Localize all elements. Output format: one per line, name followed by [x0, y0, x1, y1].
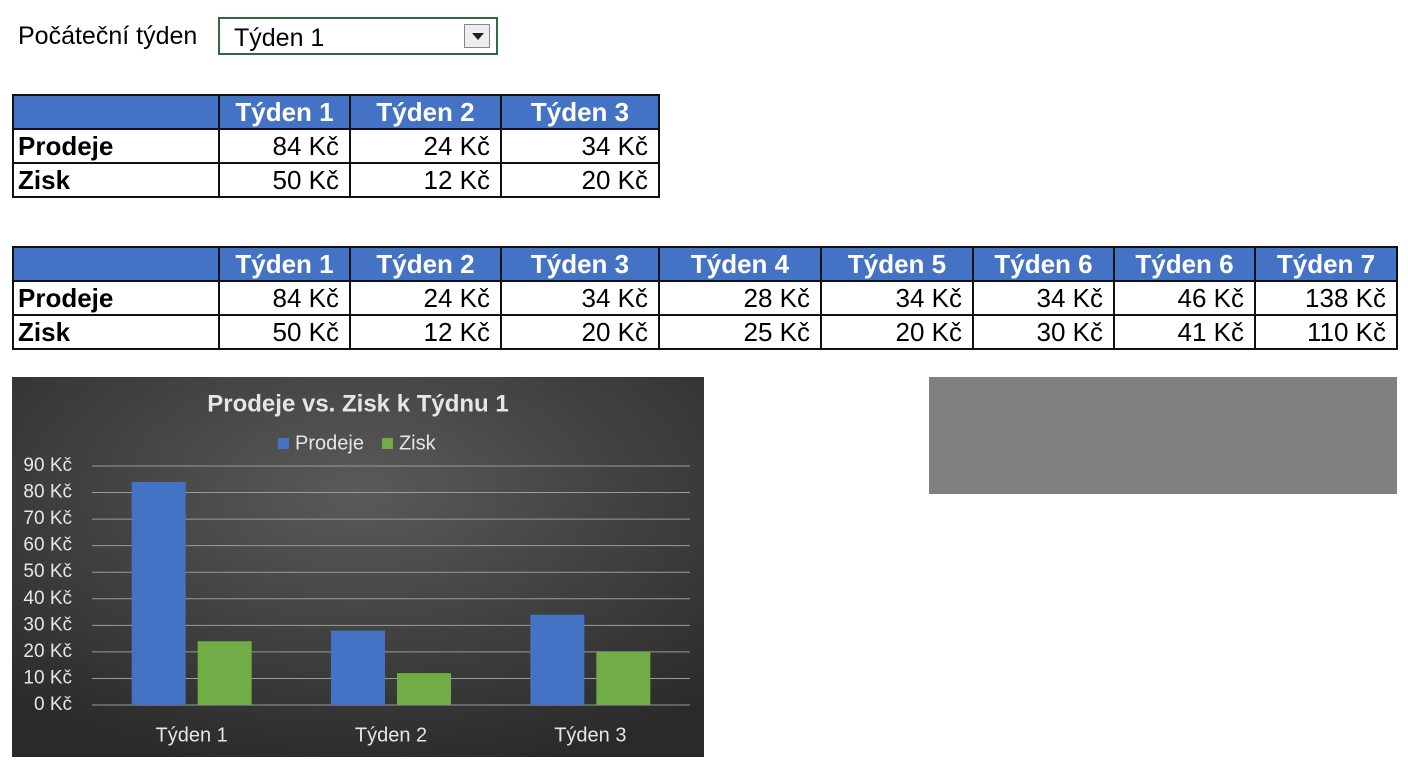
- legend-label: Zisk: [399, 432, 437, 454]
- dropdown[interactable]: Týden 1: [218, 17, 498, 55]
- bar: [197, 641, 252, 705]
- cell: 110 Kč: [1254, 314, 1398, 350]
- cell: 34 Kč: [820, 280, 974, 316]
- chart: Prodeje vs. Zisk k Týdnu 1 0 Kč 10 Kč 20 K…: [12, 377, 704, 757]
- cell: 20 Kč: [500, 162, 660, 198]
- y-tick-label: 90 Kč: [23, 455, 72, 476]
- chart-title: Prodeje vs. Zisk k Týdnu 1: [207, 390, 508, 417]
- cell: 50 Kč: [218, 314, 351, 350]
- row: Prodeje 84 Kč 24 Kč 34 Kč: [12, 128, 660, 164]
- cell: 24 Kč: [349, 280, 502, 316]
- header-cell: Týden 3: [500, 246, 660, 282]
- row-label: Prodeje: [12, 128, 220, 164]
- header-cell: Týden 3: [500, 94, 660, 130]
- cell: 24 Kč: [349, 128, 502, 164]
- y-tick-label: 70 Kč: [23, 508, 72, 529]
- row-label: Zisk: [12, 314, 220, 350]
- legend-swatch: [381, 438, 393, 449]
- bar: [596, 651, 651, 705]
- cell: 34 Kč: [972, 280, 1115, 316]
- cell: 84 Kč: [218, 280, 351, 316]
- y-tick-label: 40 Kč: [23, 588, 72, 609]
- row: Zisk 50 Kč 12 Kč 20 Kč 25 Kč 20 Kč 30 Kč 41 Kč 1…: [12, 314, 1398, 350]
- cell: 34 Kč: [500, 128, 660, 164]
- header-cell: Týden 1: [218, 246, 351, 282]
- header-cell: Týden 6: [1113, 246, 1256, 282]
- bar: [131, 481, 186, 705]
- y-tick-label: 50 Kč: [23, 561, 72, 582]
- placeholder-shape: [929, 377, 1397, 494]
- y-tick-label: 80 Kč: [23, 482, 72, 503]
- cell: 20 Kč: [820, 314, 974, 350]
- header-cell: Týden 7: [1254, 246, 1398, 282]
- y-tick-label: 60 Kč: [23, 535, 72, 556]
- cell: 84 Kč: [218, 128, 351, 164]
- cell: 50 Kč: [218, 162, 351, 198]
- row: Zisk 50 Kč 12 Kč 20 Kč: [12, 162, 660, 198]
- y-tick-label: 10 Kč: [23, 667, 72, 688]
- header-cell: Týden 5: [820, 246, 974, 282]
- x-tick-label: Týden 1: [156, 724, 228, 746]
- dropdown-value: Týden 1: [234, 24, 325, 52]
- header-row: Týden 1 Týden 2 Týden 3: [12, 94, 660, 130]
- row-label: Prodeje: [12, 280, 220, 316]
- y-tick-label: 30 Kč: [23, 614, 72, 635]
- x-tick-label: Týden 2: [355, 724, 427, 746]
- dropdown-arrow[interactable]: [464, 24, 490, 48]
- cell: 28 Kč: [658, 280, 822, 316]
- cell: 34 Kč: [500, 280, 660, 316]
- header-row: Týden 1 Týden 2 Týden 3 Týden 4 Týden 5 Týden…: [12, 246, 1398, 282]
- header-cell: Týden 4: [658, 246, 822, 282]
- y-tick-label: 0 Kč: [34, 694, 72, 715]
- header-cell: Týden 1: [218, 94, 351, 130]
- bar: [397, 673, 451, 705]
- table: Týden 1 Týden 2 Týden 3 Týden 4 Týden 5 Týden…: [12, 246, 1398, 350]
- header-cell: Týden 2: [349, 246, 502, 282]
- x-tick-label: Týden 3: [554, 724, 626, 746]
- legend-label: Prodeje: [295, 432, 364, 454]
- cell: 12 Kč: [349, 162, 502, 198]
- table: Týden 1 Týden 2 Týden 3 Prodeje 84 Kč 24 Kč 34…: [12, 94, 660, 198]
- header-cell: Týden 6: [972, 246, 1115, 282]
- cell: 12 Kč: [349, 314, 502, 350]
- cell: 41 Kč: [1113, 314, 1256, 350]
- bar: [331, 630, 385, 705]
- row-label: Zisk: [12, 162, 220, 198]
- header-cell: Týden 2: [349, 94, 502, 130]
- cell: 25 Kč: [658, 314, 822, 350]
- dropdown-label: Počáteční týden: [18, 22, 198, 50]
- cell: 46 Kč: [1113, 280, 1256, 316]
- cell: 138 Kč: [1254, 280, 1398, 316]
- row: Prodeje 84 Kč 24 Kč 34 Kč 28 Kč 34 Kč 34 Kč 46 …: [12, 280, 1398, 316]
- legend-swatch: [278, 438, 289, 449]
- cell: 30 Kč: [972, 314, 1115, 350]
- y-tick-label: 20 Kč: [23, 641, 72, 662]
- header-cell: [12, 246, 220, 282]
- cell: 20 Kč: [500, 314, 660, 350]
- header-cell: [12, 94, 220, 130]
- bar: [530, 614, 585, 705]
